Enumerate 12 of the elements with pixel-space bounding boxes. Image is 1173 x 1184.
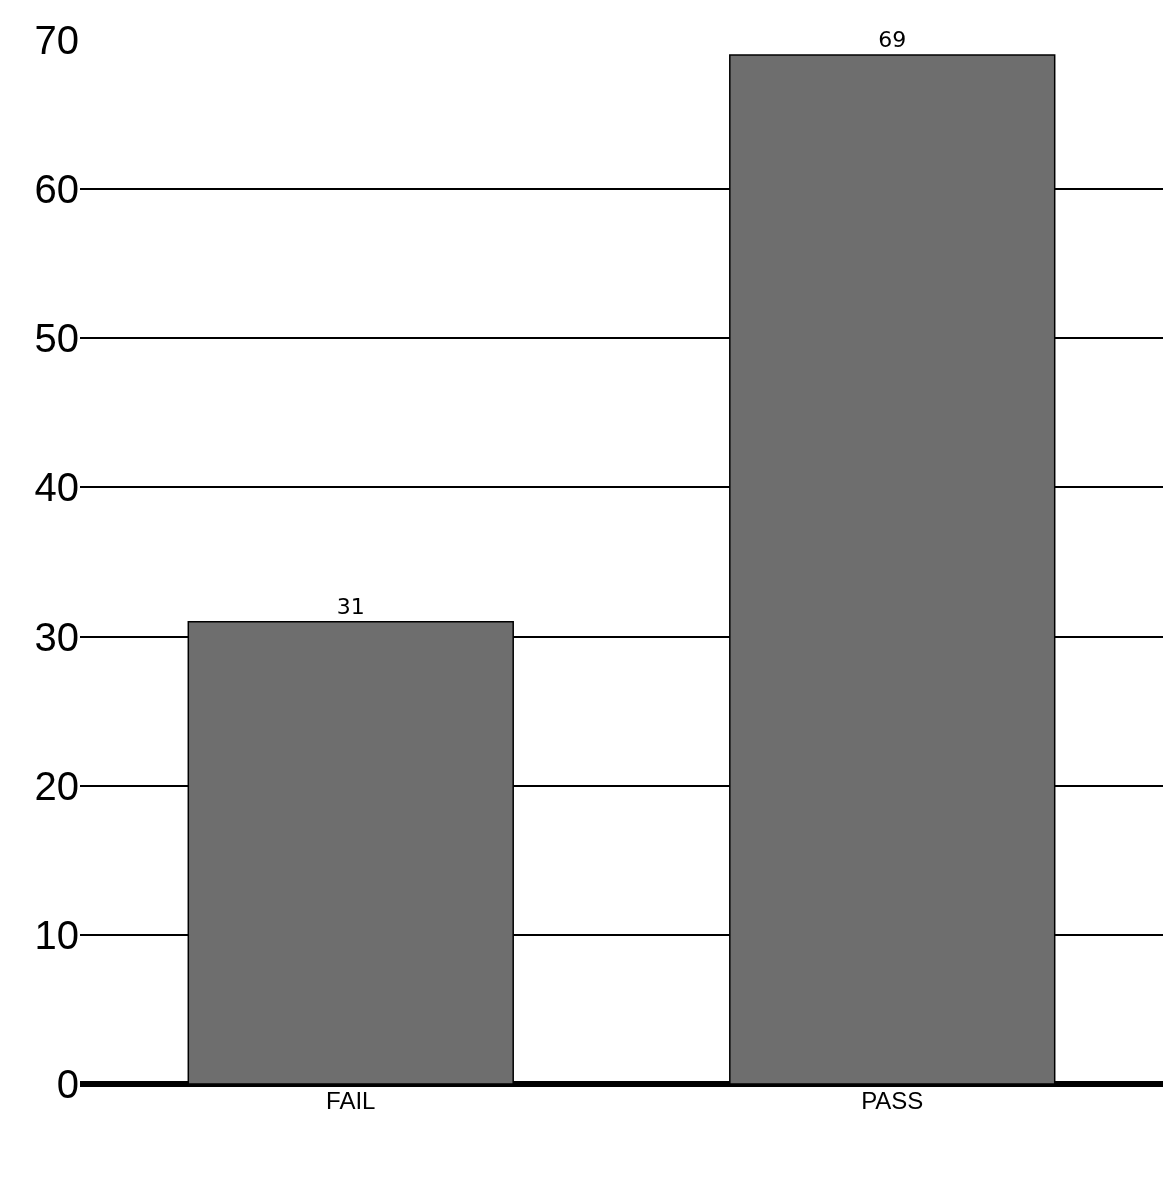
y-tick-label: 0 bbox=[56, 1062, 79, 1106]
x-tick-label: PASS bbox=[861, 1087, 924, 1114]
y-tick-label: 60 bbox=[34, 167, 79, 212]
y-tick-label: 40 bbox=[34, 465, 79, 510]
y-tick-label: 10 bbox=[34, 912, 79, 957]
y-tick-label: 30 bbox=[34, 614, 79, 659]
data-label: 31 bbox=[336, 593, 365, 619]
data-label: 69 bbox=[878, 26, 907, 52]
y-tick-label: 50 bbox=[34, 316, 79, 361]
x-tick-label: FAIL bbox=[326, 1087, 376, 1114]
y-tick-label: 70 bbox=[34, 18, 79, 62]
y-tick-label: 20 bbox=[34, 763, 79, 808]
